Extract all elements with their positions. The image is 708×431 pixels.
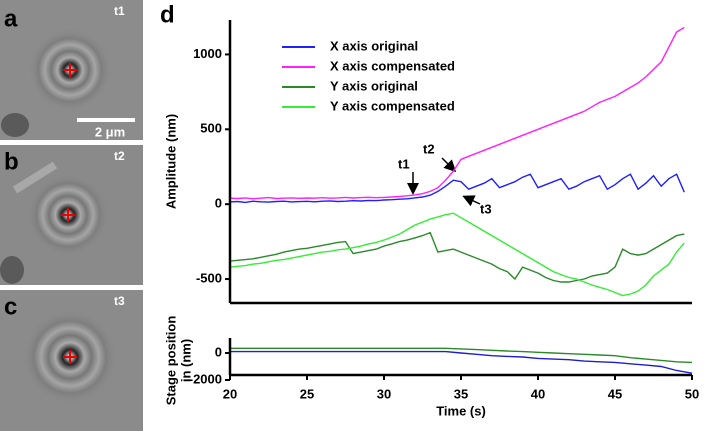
x-tick-label: 40: [531, 386, 545, 401]
y-axis-label: Stage position: [163, 316, 178, 406]
y-axis-label: in (nm): [178, 339, 193, 382]
data-line: [229, 26, 685, 200]
panel-label: d: [160, 1, 175, 28]
legend-label: X axis compensated: [330, 58, 455, 73]
annotation-arrow: [462, 195, 481, 207]
legend-label: X axis original: [330, 38, 418, 53]
y-tick-label: 0: [215, 344, 222, 359]
x-tick-label: 45: [608, 386, 622, 401]
panel-label: c: [4, 293, 17, 320]
y-tick-label: -500: [196, 270, 222, 285]
panel-time: t1: [114, 4, 125, 18]
image-panel: c t3: [0, 290, 143, 431]
y-tick-label: -2000: [189, 371, 222, 386]
annotation: t3: [480, 201, 492, 216]
x-tick-label: 20: [223, 386, 237, 401]
x-tick-label: 30: [377, 386, 391, 401]
data-line: [229, 231, 685, 283]
panel-label: a: [4, 5, 18, 32]
y-axis-label: Amplitude (nm): [163, 114, 178, 209]
y-tick-label: 1000: [193, 46, 222, 61]
y-tick-label: 0: [215, 196, 222, 211]
panel-label: b: [4, 148, 19, 175]
y-tick-label: 500: [200, 121, 222, 136]
scale-bar-label: 2 μm: [95, 124, 125, 139]
panel-time: t3: [114, 294, 125, 308]
data-line: [229, 212, 685, 297]
data-line: [229, 173, 685, 204]
image-panel: b t2: [0, 145, 143, 285]
annotation-arrow: [441, 157, 457, 173]
x-tick-label: 35: [454, 386, 468, 401]
data-line: [230, 350, 693, 374]
image-panel: 2 μm a t1: [0, 0, 143, 140]
x-tick-label: 25: [300, 386, 314, 401]
panel-time: t2: [114, 149, 125, 163]
legend-label: Y axis original: [330, 78, 418, 93]
annotation: t1: [398, 156, 410, 171]
x-tick-label: 50: [685, 386, 699, 401]
legend-label: Y axis compensated: [330, 98, 455, 113]
data-line: [230, 347, 693, 364]
annotation: t2: [423, 141, 435, 156]
x-axis-label: Time (s): [436, 403, 486, 418]
